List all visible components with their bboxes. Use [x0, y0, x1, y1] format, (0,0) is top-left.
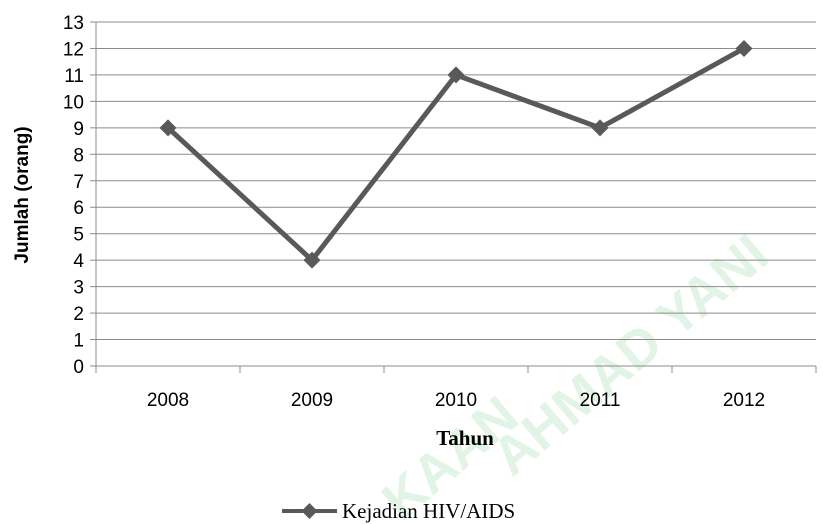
y-tick-label-11: 11 — [64, 66, 84, 87]
x-tick-label-2012: 2012 — [723, 390, 765, 411]
y-tick-label-12: 12 — [63, 39, 84, 60]
y-tick-label-2: 2 — [73, 304, 84, 325]
y-tick-label-8: 8 — [73, 145, 84, 166]
watermark-text-2: AHMAD YANI — [481, 223, 779, 487]
y-axis-label: Jumlah (orang) — [12, 126, 33, 263]
x-tick-label-2011: 2011 — [580, 390, 621, 411]
x-tick-labels: 2008 2009 2010 2011 2012 — [147, 390, 765, 411]
data-series — [159, 39, 753, 269]
y-tick-label-7: 7 — [73, 172, 84, 193]
y-tick-label-10: 10 — [63, 92, 84, 113]
legend: Kejadian HIV/AIDS — [282, 499, 515, 523]
legend-label: Kejadian HIV/AIDS — [342, 499, 515, 523]
data-point-2011 — [591, 119, 609, 137]
y-tick-label-5: 5 — [73, 225, 84, 246]
watermark: KAAN AHMAD YANI — [371, 223, 779, 524]
data-point-2010 — [447, 66, 465, 84]
axes — [90, 21, 817, 373]
y-tick-label-1: 1 — [73, 331, 84, 352]
x-axis-label: Tahun — [436, 426, 494, 450]
y-tick-label-9: 9 — [73, 119, 84, 140]
data-point-2012 — [735, 39, 753, 57]
y-tick-label-6: 6 — [73, 198, 84, 219]
y-tick-label-3: 3 — [73, 278, 84, 299]
x-tick-label-2009: 2009 — [291, 390, 333, 411]
legend-marker — [301, 503, 318, 519]
data-point-2008 — [159, 119, 177, 137]
y-tick-label-0: 0 — [73, 357, 84, 378]
x-tick-label-2010: 2010 — [435, 390, 477, 411]
y-tick-label-4: 4 — [73, 251, 84, 272]
y-tick-label-13: 13 — [63, 13, 84, 34]
x-tick-label-2008: 2008 — [147, 390, 189, 411]
data-point-2009 — [303, 251, 321, 269]
